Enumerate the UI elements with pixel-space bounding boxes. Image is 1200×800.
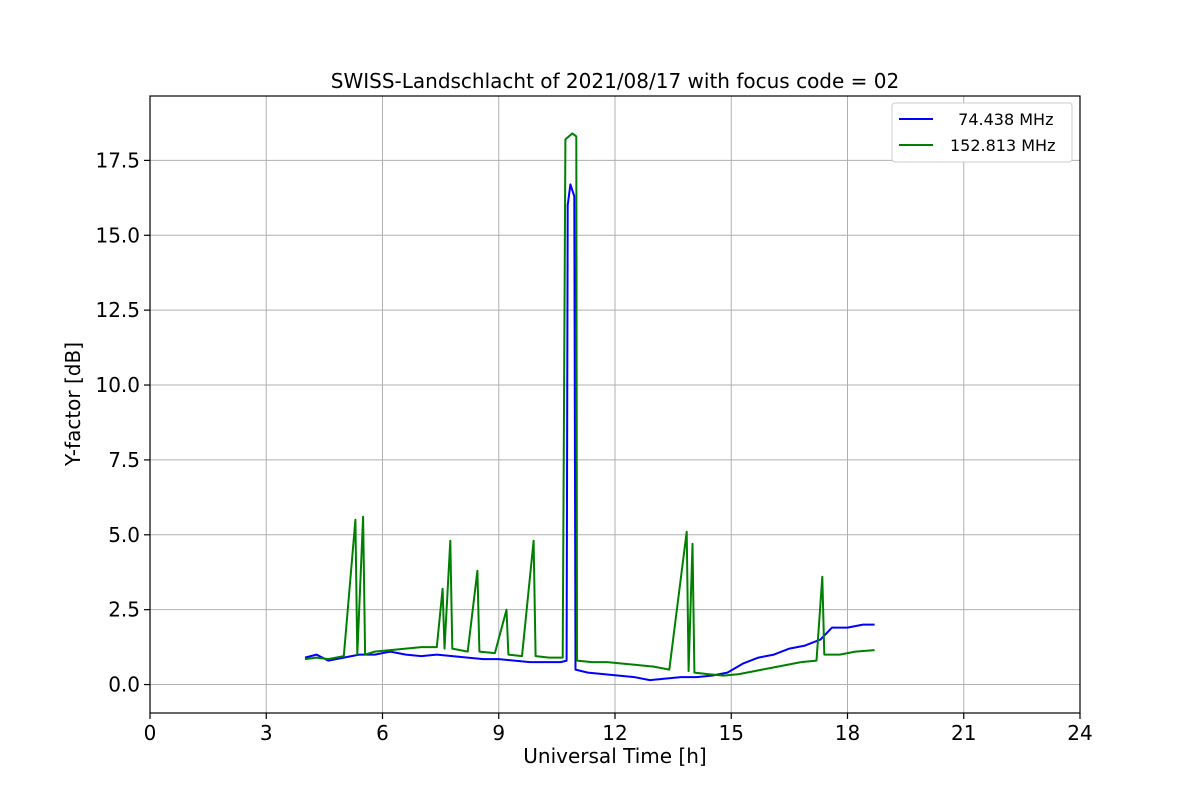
x-tick-label: 9 bbox=[492, 721, 505, 745]
axis-ticks: 0 3 6 9 12 15 18 21 24 0.0 2.5 5.0 7.5 10.0 12.5 15.0 17… bbox=[95, 148, 1092, 745]
x-tick-label: 0 bbox=[144, 721, 157, 745]
y-tick-label: 17.5 bbox=[95, 148, 140, 172]
x-tick-label: 6 bbox=[376, 721, 389, 745]
x-tick-label: 15 bbox=[719, 721, 744, 745]
x-tick-label: 24 bbox=[1067, 721, 1092, 745]
chart-title: SWISS-Landschlacht of 2021/08/17 with fo… bbox=[331, 69, 899, 93]
x-tick-label: 18 bbox=[835, 721, 860, 745]
legend: 74.438 MHz 152.813 MHz bbox=[891, 102, 1073, 163]
legend-box bbox=[891, 102, 1073, 163]
y-tick-label: 7.5 bbox=[108, 448, 140, 472]
series-line-74mhz bbox=[304, 183, 875, 682]
x-tick-label: 21 bbox=[951, 721, 976, 745]
y-axis-label: Y-factor [dB] bbox=[61, 342, 85, 467]
x-tick-label: 3 bbox=[260, 721, 273, 745]
y-tick-label: 10.0 bbox=[95, 373, 140, 397]
legend-label-74mhz: 74.438 MHz bbox=[948, 110, 1053, 129]
x-axis-label: Universal Time [h] bbox=[523, 744, 706, 768]
y-tick-label: 0.0 bbox=[108, 673, 140, 697]
x-tick-label: 12 bbox=[602, 721, 627, 745]
y-tick-label: 12.5 bbox=[95, 298, 140, 322]
y-tick-label: 15.0 bbox=[95, 223, 140, 247]
series-line-152mhz bbox=[304, 132, 875, 677]
y-tick-label: 5.0 bbox=[108, 523, 140, 547]
y-tick-label: 2.5 bbox=[108, 598, 140, 622]
legend-label-152mhz: 152.813 MHz bbox=[950, 136, 1055, 155]
series-lines bbox=[304, 132, 875, 682]
